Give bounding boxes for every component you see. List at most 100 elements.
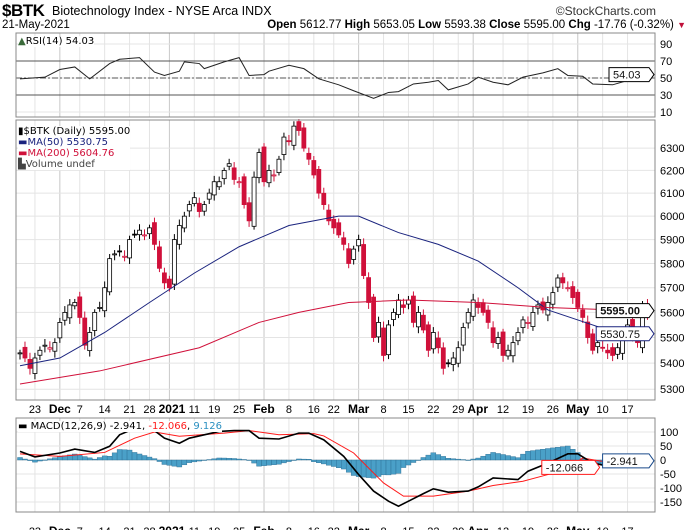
x-axis-top-label: 28 <box>143 404 155 416</box>
candle-body <box>341 237 347 245</box>
candle <box>425 321 431 357</box>
candle <box>32 352 38 380</box>
price-tick-label: 5600 <box>660 307 684 319</box>
candle <box>286 134 292 146</box>
x-axis-bottom-label: 26 <box>547 526 559 530</box>
x-axis-bottom-label: May <box>566 524 590 530</box>
candle <box>147 224 152 239</box>
candle-body <box>47 347 53 350</box>
candle-body <box>321 192 327 206</box>
x-axis-top-label: 8 <box>380 404 386 416</box>
candle-body <box>142 234 147 237</box>
x-axis-bottom-label: 16 <box>308 526 320 530</box>
candle-body <box>430 332 436 350</box>
candle-body <box>42 344 48 347</box>
candle <box>440 342 446 375</box>
candle <box>236 177 242 188</box>
macd-histogram-bar <box>336 459 342 468</box>
macd-tag: -2.941 <box>607 456 638 468</box>
macd-histogram-bar <box>321 459 327 465</box>
price-tick-label: 6300 <box>660 143 684 155</box>
candle <box>585 315 591 344</box>
macd-histogram-bar <box>131 452 138 461</box>
low-value: 5593.38 <box>444 19 486 31</box>
macd-histogram-bar <box>480 455 486 461</box>
candle <box>366 272 372 309</box>
signal-tag-box <box>541 459 601 475</box>
candle-body <box>301 127 307 149</box>
candle <box>565 281 571 292</box>
macd-histogram-bar <box>306 459 312 461</box>
x-axis-bottom-label: 8 <box>380 526 386 530</box>
candle <box>505 344 511 360</box>
macd-histogram-bar <box>236 458 242 461</box>
x-axis-bottom-label: 23 <box>29 526 41 530</box>
candle-body <box>226 163 232 167</box>
macd-histogram-bar <box>565 445 571 461</box>
macd-histogram-bar <box>515 457 521 461</box>
candle-body <box>112 253 118 256</box>
candle-body <box>291 125 297 146</box>
x-axis-bottom-label: 28 <box>143 526 155 530</box>
candle <box>530 306 536 331</box>
candle <box>241 173 247 209</box>
macd-histogram-bar <box>535 449 541 461</box>
candle <box>361 238 367 280</box>
rsi-tick-label: 30 <box>660 90 672 102</box>
macd-histogram-bar <box>311 459 317 462</box>
candle-body <box>117 250 122 253</box>
macd-histogram-bar <box>106 456 113 461</box>
candle <box>132 229 137 238</box>
macd-histogram-bar <box>271 459 277 465</box>
x-axis-bottom-label: 22 <box>328 526 340 530</box>
candle-body <box>560 277 566 284</box>
macd-tick-label: -150 <box>660 497 682 509</box>
candle <box>97 301 103 312</box>
candle-body <box>590 333 596 351</box>
macd-histogram-bar <box>520 453 526 461</box>
candle-body <box>550 292 556 305</box>
rsi-tag-box <box>608 67 655 83</box>
candle-body <box>440 347 446 369</box>
candle-body <box>127 239 132 259</box>
legend-ma200: ▬MA(200) 5604.76 <box>18 148 115 159</box>
x-axis-top-label: Mar <box>348 402 370 416</box>
candle <box>460 322 466 352</box>
candle <box>331 215 337 234</box>
macd-histogram-bar <box>470 458 476 461</box>
macd-histogram-bar <box>341 459 347 470</box>
macd-tick-label: -100 <box>660 483 682 495</box>
candle-body <box>480 302 486 313</box>
candle-body <box>137 229 142 236</box>
candle-body <box>470 299 476 317</box>
macd-histogram-bar <box>82 456 88 461</box>
candle <box>47 341 53 353</box>
candle-body <box>610 347 616 356</box>
macd-histogram-bar <box>261 459 267 466</box>
macd-histogram-bar <box>430 452 437 461</box>
candle-body <box>77 296 83 318</box>
candle-body <box>411 295 416 323</box>
macd-histogram-bar <box>151 458 158 461</box>
macd-tick-label: 50 <box>660 441 672 453</box>
candle <box>510 336 516 363</box>
candle <box>495 331 501 349</box>
macd-histogram-bar <box>410 459 417 463</box>
candle <box>72 298 78 310</box>
candle-body <box>485 309 491 323</box>
candle-body <box>52 342 58 352</box>
macd-histogram-bar <box>296 458 302 461</box>
macd-histogram-bar <box>475 457 481 461</box>
candle <box>102 281 108 318</box>
candle-body <box>176 225 182 245</box>
macd-tick-label: 100 <box>660 427 678 439</box>
candle-body <box>580 309 586 318</box>
x-axis-top-label: 29 <box>452 404 464 416</box>
panel-frame <box>15 32 656 118</box>
macd-histogram-bar <box>126 449 133 461</box>
candle-body <box>186 204 192 212</box>
candle-body <box>475 303 481 308</box>
macd-histogram-bar <box>540 449 546 461</box>
macd-histogram-bar <box>455 458 461 461</box>
security-name: Biotechnology Index - NYSE Arca INDX <box>52 4 272 18</box>
